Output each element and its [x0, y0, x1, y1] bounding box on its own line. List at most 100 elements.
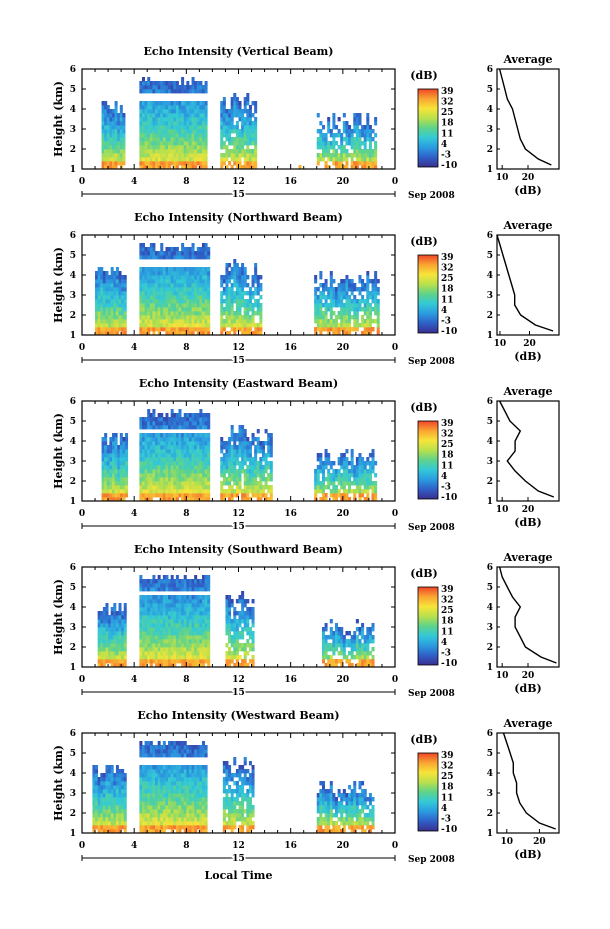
- heatmap-cell: [235, 145, 239, 150]
- heatmap-cell: [160, 643, 164, 648]
- heatmap-cell: [160, 493, 164, 498]
- heatmap-cell: [181, 243, 185, 248]
- heatmap-cell: [162, 651, 166, 656]
- heatmap-cell: [371, 481, 375, 486]
- heatmap-cell: [358, 275, 362, 280]
- heatmap-cell: [363, 145, 367, 150]
- heatmap-cell: [115, 639, 119, 644]
- heatmap-cell: [222, 489, 226, 494]
- colorbar-tick-label: -10: [441, 327, 457, 337]
- colorbar-tick-label: 39: [441, 419, 454, 429]
- heatmap-cell: [152, 157, 156, 162]
- heatmap-cell: [199, 101, 203, 106]
- heatmap-cell: [188, 595, 192, 600]
- heatmap-cell: [157, 635, 161, 640]
- heatmap-cell: [149, 165, 153, 170]
- heatmap-cell: [160, 121, 164, 126]
- heatmap-cell: [201, 413, 205, 418]
- heatmap-cell: [155, 133, 159, 138]
- heatmap-cell: [321, 469, 325, 474]
- heatmap-cell: [149, 247, 153, 252]
- heatmap-cell: [355, 477, 359, 482]
- heatmap-cell: [332, 493, 336, 498]
- heatmap-cell: [329, 295, 333, 300]
- heatmap-cell: [204, 279, 208, 284]
- heatmap-cell: [243, 307, 247, 312]
- heatmap-cell: [196, 421, 200, 426]
- heatmap-cell: [173, 437, 177, 442]
- heatmap-cell: [368, 133, 372, 138]
- heatmap-cell: [368, 279, 372, 284]
- heatmap-cell: [115, 279, 119, 284]
- heatmap-cell: [101, 145, 105, 150]
- heatmap-cell: [374, 461, 378, 466]
- heatmap-cell: [191, 473, 195, 478]
- heatmap-cell: [230, 129, 234, 134]
- heatmap-cell: [194, 583, 198, 588]
- heatmap-cell: [173, 489, 177, 494]
- heatmap-cell: [175, 101, 179, 106]
- heatmap-cell: [149, 627, 153, 632]
- heatmap-cell: [374, 121, 378, 126]
- heatmap-cell: [141, 137, 145, 142]
- heatmap-cell: [183, 603, 187, 608]
- heatmap-cell: [186, 117, 190, 122]
- heatmap-cell: [222, 323, 226, 328]
- heatmap-cell: [340, 497, 344, 502]
- heatmap-cell: [337, 311, 341, 316]
- heatmap-cell: [374, 489, 378, 494]
- heatmap-cell: [201, 149, 205, 154]
- heatmap-cell: [207, 303, 211, 308]
- heatmap-cell: [368, 153, 372, 158]
- heatmap-cell: [152, 651, 156, 656]
- heatmap-cell: [173, 659, 177, 664]
- heatmap-cell: [225, 489, 229, 494]
- heatmap-cell: [144, 271, 148, 276]
- heatmap-cell: [233, 647, 237, 652]
- heatmap-cell: [243, 319, 247, 324]
- heatmap-cell: [147, 89, 151, 94]
- heatmap-cell: [228, 607, 232, 612]
- heatmap-cell: [337, 631, 341, 636]
- heatmap-cell: [188, 267, 192, 272]
- heatmap-cell: [168, 247, 172, 252]
- heatmap-cell: [314, 307, 318, 312]
- heatmap-cell: [353, 639, 357, 644]
- heatmap-cell: [162, 469, 166, 474]
- heatmap-cell: [324, 461, 328, 466]
- heatmap-cell: [147, 643, 151, 648]
- heatmap-cell: [337, 481, 341, 486]
- heatmap-cell: [225, 307, 229, 312]
- heatmap-cell: [225, 465, 229, 470]
- heatmap-cell: [165, 607, 169, 612]
- heatmap-cell: [235, 619, 239, 624]
- heatmap-cell: [233, 457, 237, 462]
- heatmap-cell: [144, 157, 148, 162]
- heatmap-cell: [361, 279, 365, 284]
- heatmap-cell: [254, 453, 258, 458]
- heatmap-cell: [112, 441, 116, 446]
- heatmap-cell: [246, 465, 250, 470]
- heatmap-cell: [324, 133, 328, 138]
- heatmap-cell: [233, 109, 237, 114]
- heatmap-cell: [183, 655, 187, 660]
- heatmap-cell: [207, 579, 211, 584]
- heatmap-cell: [160, 635, 164, 640]
- heatmap-cell: [191, 449, 195, 454]
- heatmap-cell: [340, 457, 344, 462]
- heatmap-cell: [118, 307, 122, 312]
- heatmap-cell: [230, 283, 234, 288]
- heatmap-cell: [350, 469, 354, 474]
- heatmap-cell: [204, 153, 208, 158]
- heatmap-cell: [256, 331, 260, 336]
- heatmap-cell: [251, 319, 255, 324]
- heatmap-cell: [194, 295, 198, 300]
- heatmap-cell: [106, 453, 110, 458]
- heatmap-cell: [144, 299, 148, 304]
- heatmap-cell: [170, 489, 174, 494]
- heatmap-cell: [314, 311, 318, 316]
- heatmap-cell: [353, 497, 357, 502]
- heatmap-cell: [114, 457, 118, 462]
- heatmap-cell: [155, 275, 159, 280]
- heatmap-cell: [243, 651, 247, 656]
